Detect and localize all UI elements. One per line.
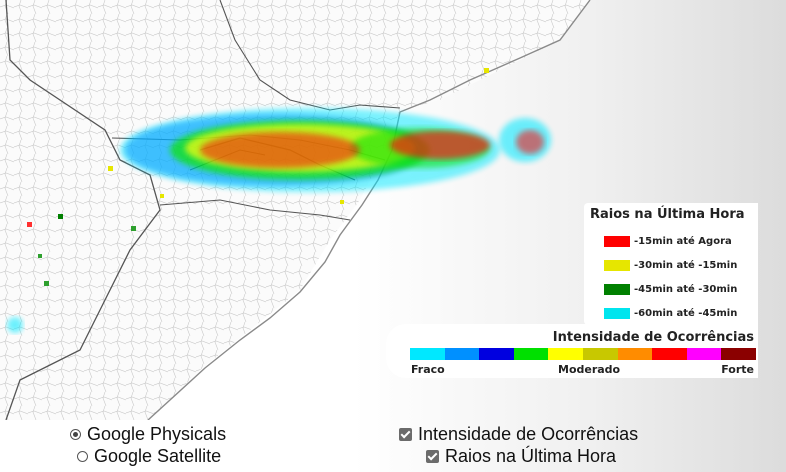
checkbox-raios[interactable]: Raios na Última Hora xyxy=(426,446,616,467)
legend-intensidade-title: Intensidade de Ocorrências xyxy=(552,330,754,345)
legend-raios-item: -30min até -15min xyxy=(604,259,737,271)
radio-label: Google Satellite xyxy=(94,446,222,466)
legend-raios-item: -45min até -30min xyxy=(604,283,737,295)
scale-step xyxy=(548,348,583,360)
checkbox-checked-icon[interactable] xyxy=(426,450,439,463)
scale-step xyxy=(444,348,480,360)
radio-google-satellite[interactable]: Google Satellite xyxy=(77,446,221,467)
lightning-cluster xyxy=(7,108,551,333)
state-border xyxy=(159,199,351,221)
scale-step xyxy=(721,348,756,360)
scale-step xyxy=(410,348,445,360)
legend-swatch xyxy=(604,307,630,319)
checkbox-intensidade[interactable]: Intensidade de Ocorrências xyxy=(399,424,638,445)
scale-label-high: Forte xyxy=(721,363,754,376)
legend-swatch xyxy=(604,259,630,271)
scale-step xyxy=(652,348,687,360)
scale-label-low: Fraco xyxy=(411,363,445,376)
legend-label: -45min até -30min xyxy=(634,283,738,295)
scale-step xyxy=(479,348,514,360)
legend-raios: Raios na Última Hora -15min até Agora -3… xyxy=(584,203,758,325)
radio-label: Google Physicals xyxy=(87,424,227,444)
intensity-color-scale xyxy=(410,348,756,360)
state-border xyxy=(219,0,401,111)
legend-raios-item: -60min até -45min xyxy=(604,307,737,319)
legend-label: -15min até Agora xyxy=(634,235,732,247)
scale-step xyxy=(617,348,653,360)
scale-label-mid: Moderado xyxy=(558,363,621,376)
legend-intensidade: Intensidade de Ocorrências Fraco Moderad… xyxy=(386,324,758,378)
legend-label: -30min até -15min xyxy=(634,259,738,271)
stroke-markers xyxy=(27,68,489,286)
legend-label: -60min até -45min xyxy=(634,307,738,319)
country-border xyxy=(5,0,161,420)
checkbox-label: Raios na Última Hora xyxy=(445,446,617,466)
checkbox-label: Intensidade de Ocorrências xyxy=(418,424,639,444)
scale-step xyxy=(686,348,722,360)
legend-swatch xyxy=(604,283,630,295)
checkbox-checked-icon[interactable] xyxy=(399,428,412,441)
scale-step xyxy=(582,348,618,360)
radio-unselected-icon[interactable] xyxy=(77,451,88,462)
lightning-map[interactable] xyxy=(0,0,786,420)
legend-raios-item: -15min até Agora xyxy=(604,235,732,247)
radio-google-physicals[interactable]: Google Physicals xyxy=(70,424,226,445)
radio-selected-icon[interactable] xyxy=(70,429,81,440)
map-canvas xyxy=(0,0,591,420)
legend-raios-title: Raios na Última Hora xyxy=(590,207,745,222)
legend-swatch xyxy=(604,235,630,247)
scale-step xyxy=(513,348,549,360)
